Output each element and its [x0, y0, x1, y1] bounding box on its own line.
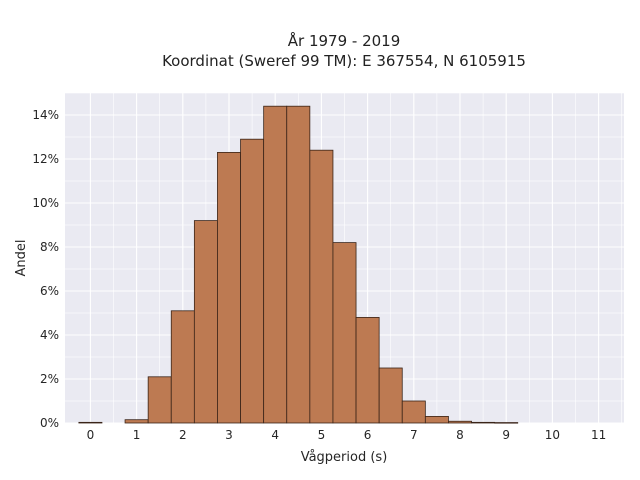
x-tick-label: 2: [179, 428, 187, 442]
bars: [78, 105, 519, 424]
x-tick-label: 3: [225, 428, 233, 442]
x-tick-label: 5: [318, 428, 326, 442]
histogram-bar: [217, 151, 241, 424]
x-tick-label: 9: [502, 428, 510, 442]
x-tick-label: 8: [456, 428, 464, 442]
x-tick-label: 0: [87, 428, 95, 442]
histogram-bar: [124, 419, 149, 424]
x-axis-label: Vågperiod (s): [301, 450, 388, 465]
x-tick-label: 10: [545, 428, 560, 442]
chart-title: År 1979 - 2019: [288, 31, 401, 50]
x-tick-label: 11: [591, 428, 606, 442]
histogram-bar: [424, 415, 449, 424]
x-tick-label: 4: [271, 428, 279, 442]
histogram-bar: [170, 310, 195, 424]
histogram-bar: [309, 149, 334, 424]
histogram-bar: [448, 420, 472, 424]
histogram-bar: [355, 316, 380, 424]
y-tick-label: 12%: [32, 152, 59, 166]
x-axis-ticks: 0 1 2 3 4 5 6 7 8 9 10 11: [87, 428, 607, 442]
y-tick-label: 2%: [40, 372, 59, 386]
y-tick-label: 14%: [32, 108, 59, 122]
histogram-bar: [193, 220, 218, 424]
y-tick-label: 4%: [40, 328, 59, 342]
histogram-bar: [378, 367, 403, 424]
y-axis-ticks: 0% 2% 4% 6% 8% 10% 12% 14%: [32, 108, 59, 430]
histogram-bar: [494, 422, 519, 424]
y-tick-label: 8%: [40, 240, 59, 254]
y-axis-label: Andel: [14, 240, 29, 277]
chart-subtitle: Koordinat (Sweref 99 TM): E 367554, N 61…: [162, 52, 526, 70]
histogram-bar: [286, 105, 311, 424]
histogram-bar: [332, 242, 357, 424]
histogram-bar: [147, 376, 172, 424]
x-tick-label: 7: [410, 428, 418, 442]
x-tick-label: 1: [133, 428, 141, 442]
histogram-bar: [401, 400, 426, 424]
histogram-bar: [471, 421, 496, 424]
y-tick-label: 6%: [40, 284, 59, 298]
x-tick-label: 6: [364, 428, 372, 442]
histogram-bar: [78, 421, 103, 424]
histogram-bar: [240, 138, 265, 424]
histogram-bar: [263, 105, 288, 424]
y-tick-label: 0%: [40, 416, 59, 430]
y-tick-label: 10%: [32, 196, 59, 210]
